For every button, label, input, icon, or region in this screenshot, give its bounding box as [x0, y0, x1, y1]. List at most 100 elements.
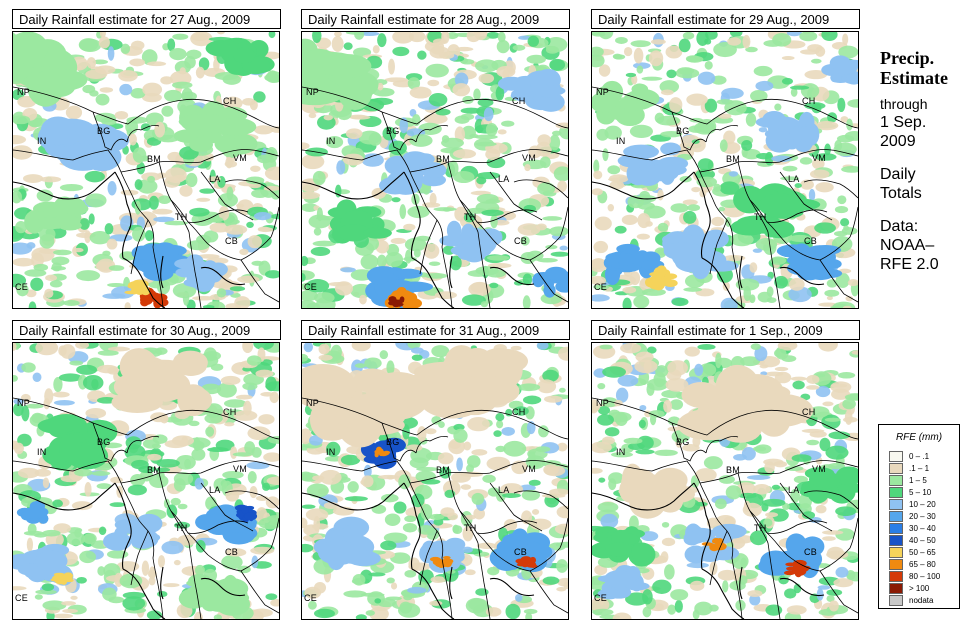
rain-cell	[741, 140, 753, 151]
label-ce: CE	[594, 593, 608, 603]
rain-cell	[393, 501, 407, 514]
rain-cell	[302, 300, 317, 308]
rain-core	[40, 116, 76, 145]
rain-cell	[661, 537, 676, 547]
rain-cell	[102, 587, 117, 601]
rain-cell	[392, 46, 410, 57]
label-ce: CE	[594, 282, 608, 292]
rain-cell	[557, 442, 568, 452]
rain-cell	[490, 214, 498, 229]
rain-cell	[766, 286, 774, 297]
rain-cell	[814, 222, 836, 234]
rain-cell	[390, 237, 406, 244]
rain-cell	[537, 182, 556, 196]
rain-cell	[407, 586, 427, 594]
rain-cell	[160, 76, 173, 85]
rain-cell	[140, 123, 151, 132]
rain-cell	[177, 534, 197, 546]
rain-cell	[845, 295, 854, 302]
rain-cell	[186, 240, 210, 251]
rain-cell	[696, 176, 718, 188]
rain-cell	[694, 363, 704, 376]
rain-cell	[171, 435, 194, 447]
rain-cell	[727, 37, 742, 46]
rain-cell	[525, 612, 533, 619]
rain-cell	[157, 555, 166, 568]
rain-core	[631, 542, 652, 562]
rain-cell	[13, 242, 33, 255]
rain-cell	[761, 498, 786, 507]
rain-cell	[549, 134, 561, 151]
rain-cell	[97, 364, 119, 374]
rain-cell	[179, 185, 193, 197]
rain-cell	[822, 401, 834, 407]
rain-core	[604, 570, 633, 588]
rain-cell	[85, 408, 107, 419]
rain-cell	[172, 174, 187, 182]
rain-cell	[247, 235, 262, 249]
rain-cell	[842, 398, 856, 410]
legend-label: 20 – 30	[909, 511, 936, 521]
rain-cell	[704, 98, 718, 113]
panel-title: Daily Rainfall estimate for 1 Sep., 2009	[591, 320, 860, 340]
rain-cell	[770, 256, 787, 265]
coastline	[302, 171, 535, 308]
rain-cell	[512, 44, 526, 51]
legend-item: > 100	[889, 582, 929, 594]
rain-core	[785, 533, 807, 556]
rain-cell	[478, 73, 495, 84]
rain-cell	[713, 42, 737, 58]
rain-cell	[661, 389, 682, 399]
rain-core	[317, 540, 360, 566]
rain-cell	[302, 273, 306, 282]
rain-cell	[66, 532, 86, 546]
rain-cell	[13, 135, 27, 145]
rain-cell	[657, 189, 664, 201]
panel-map: NP CH IN BG BM VM LA TH CB CE	[12, 342, 280, 620]
rain-core	[141, 361, 172, 381]
rain-core	[729, 377, 762, 404]
rain-cell	[131, 459, 149, 470]
rain-cell	[642, 589, 653, 605]
rain-cell	[206, 216, 224, 223]
rain-cell	[345, 128, 363, 140]
heading-estimate: Estimate	[880, 68, 948, 88]
rain-core	[786, 566, 798, 571]
rain-cell	[247, 426, 271, 441]
rain-cell	[424, 273, 448, 279]
rain-cell	[404, 570, 417, 578]
rain-cell	[42, 529, 61, 537]
rain-cell	[597, 414, 614, 426]
rain-cell	[157, 195, 172, 205]
rain-cell	[420, 504, 433, 520]
label-vm: VM	[812, 153, 827, 163]
rain-cell	[153, 216, 175, 223]
rain-cell	[840, 218, 850, 227]
rain-cell	[164, 220, 188, 226]
rain-cell	[687, 204, 701, 212]
rain-cell	[407, 77, 421, 90]
rain-cell	[515, 594, 523, 602]
rain-cell	[193, 437, 201, 452]
label-np: NP	[306, 398, 320, 408]
rain-cell	[264, 166, 279, 181]
rain-cell	[592, 402, 600, 413]
rain-cell	[680, 134, 701, 148]
rain-cell	[563, 581, 568, 590]
rain-cell	[763, 518, 773, 527]
rain-core	[617, 153, 650, 168]
rain-cell	[51, 256, 70, 266]
rain-cell	[318, 343, 330, 355]
through-text: through	[880, 96, 928, 112]
rain-cell	[758, 127, 768, 133]
rain-cell	[399, 601, 412, 614]
rain-cell	[42, 477, 50, 489]
rain-cell	[518, 35, 532, 40]
rain-cell	[45, 274, 57, 281]
rain-cell	[391, 197, 401, 203]
label-ce: CE	[304, 593, 318, 603]
rain-cell	[177, 503, 188, 510]
panel-map: NP CH IN BG BM VM LA TH CB CE	[301, 342, 569, 620]
rain-core	[379, 451, 389, 457]
rain-cell	[422, 202, 441, 208]
